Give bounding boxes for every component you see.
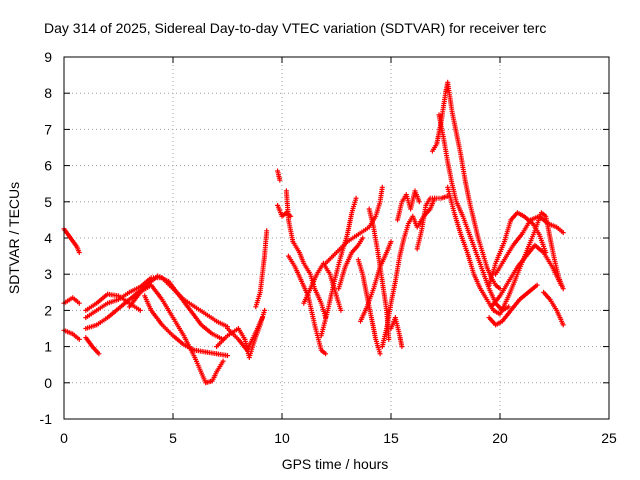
- series-track-s: [336, 235, 366, 292]
- plot-frame: [63, 56, 610, 420]
- series-marks: [497, 210, 566, 317]
- series-marks: [436, 112, 512, 313]
- series-marks: [83, 273, 226, 342]
- series-track-ah: [486, 210, 549, 288]
- series-track-a: [61, 226, 82, 255]
- series-track-l: [253, 228, 270, 310]
- series-marks: [318, 195, 359, 339]
- series-track-ag: [493, 213, 566, 277]
- data-marks: [61, 79, 566, 386]
- y-tick-label: 5: [44, 194, 52, 210]
- series-track-ab: [429, 79, 503, 292]
- series-marks: [395, 188, 422, 223]
- y-tick-label: -1: [40, 411, 53, 427]
- series-track-j: [214, 307, 268, 360]
- series-track-m: [275, 168, 283, 183]
- y-tick-label: 3: [44, 266, 52, 282]
- x-tick-label: 5: [169, 430, 177, 446]
- series-track-k: [225, 315, 265, 353]
- y-tick-label: 1: [44, 339, 52, 355]
- series-marks: [388, 315, 405, 350]
- series-marks: [486, 210, 549, 288]
- series-track-i: [142, 293, 230, 359]
- x-tick-label: 0: [60, 430, 68, 446]
- series-track-t: [323, 184, 385, 266]
- series-track-h: [126, 282, 226, 386]
- series-track-c: [61, 327, 82, 342]
- series-marks: [61, 226, 82, 255]
- chart-title: Day 314 of 2025, Sidereal Day-to-day VTE…: [44, 20, 547, 36]
- x-tick-label: 25: [601, 430, 617, 446]
- x-tick-label: 10: [274, 430, 290, 446]
- series-marks: [323, 184, 385, 266]
- series-track-g: [83, 291, 143, 313]
- series-track-ae: [486, 282, 540, 328]
- series-track-aa: [414, 193, 451, 252]
- series-marks: [253, 228, 270, 310]
- series-marks: [283, 188, 329, 321]
- series-marks: [225, 315, 265, 353]
- series-marks: [61, 327, 82, 342]
- series-track-o: [283, 188, 329, 321]
- y-tick-label: 0: [44, 375, 52, 391]
- series-marks: [541, 289, 566, 328]
- series-track-x: [379, 195, 438, 350]
- series-track-z: [395, 188, 422, 223]
- series-marks: [214, 307, 268, 360]
- series-marks: [429, 79, 503, 292]
- series-track-aj: [541, 289, 566, 328]
- y-tick-label: 7: [44, 121, 52, 137]
- x-tick-label: 20: [492, 430, 508, 446]
- series-track-d: [83, 335, 102, 357]
- x-axis-label: GPS time / hours: [281, 456, 389, 472]
- series-marks: [493, 213, 566, 277]
- series-marks: [275, 202, 294, 219]
- series-track-n: [275, 202, 294, 219]
- series-marks: [275, 168, 283, 183]
- series-track-b: [61, 295, 82, 306]
- series-marks: [61, 295, 82, 306]
- grid-lines: [64, 57, 609, 419]
- series-marks: [379, 195, 438, 350]
- axis-ticks: 0 5 10 15 20 25 -1 0 1 2 3 4 5 6 7 8 9: [40, 49, 617, 446]
- series-track-y: [388, 315, 405, 350]
- y-tick-label: 9: [44, 49, 52, 65]
- y-tick-label: 6: [44, 158, 52, 174]
- series-track-r: [318, 195, 359, 339]
- series-marks: [414, 193, 451, 252]
- series-track-ac: [436, 112, 512, 313]
- series-track-ai: [497, 210, 566, 317]
- y-tick-label: 4: [44, 230, 52, 246]
- series-marks: [83, 335, 102, 357]
- y-tick-label: 2: [44, 302, 52, 318]
- x-tick-label: 15: [383, 430, 399, 446]
- series-marks: [336, 235, 366, 292]
- series-track-f: [83, 273, 226, 342]
- y-tick-label: 8: [44, 85, 52, 101]
